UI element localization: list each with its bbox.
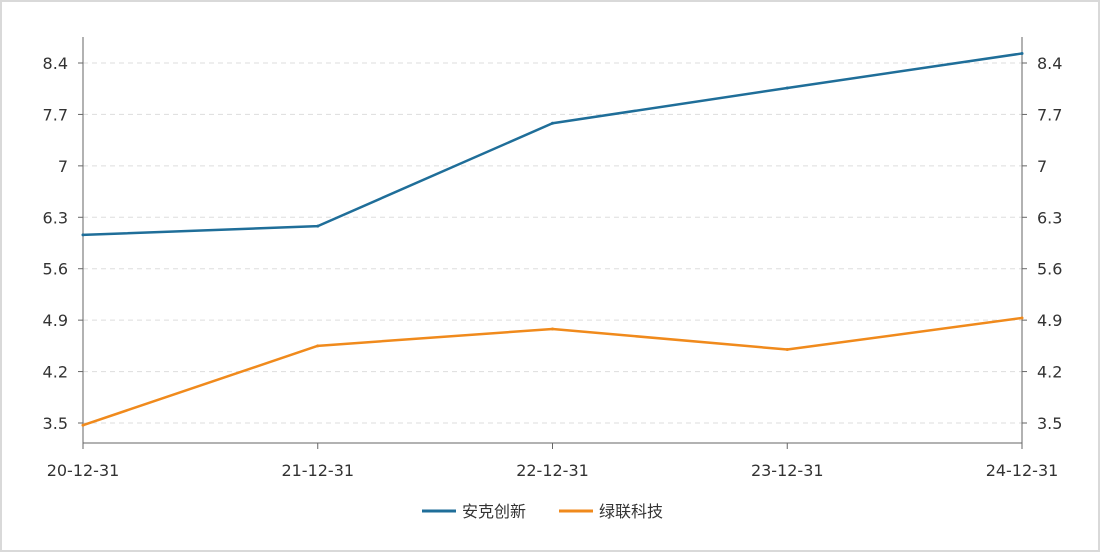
- data-point: [81, 233, 85, 237]
- data-point: [785, 86, 789, 90]
- left-y-tick-label: 4.9: [43, 311, 68, 330]
- series-line-1: [81, 52, 1024, 237]
- x-tick-label: 22-12-31: [516, 461, 589, 480]
- left-y-tick-label: 6.3: [43, 208, 68, 227]
- data-point: [316, 344, 320, 348]
- left-y-tick-label: 7.7: [43, 105, 68, 124]
- data-point: [81, 423, 85, 427]
- right-y-tick-label: 7: [1037, 157, 1047, 176]
- x-tick-label: 20-12-31: [47, 461, 120, 480]
- right-y-ticks: 3.5 4.2 4.9 5.6 6.3 7 7.7 8.4: [1022, 54, 1062, 433]
- axes: [82, 37, 1023, 444]
- right-y-tick-label: 7.7: [1037, 105, 1062, 124]
- x-tick-label: 24-12-31: [986, 461, 1059, 480]
- legend-label: 绿联科技: [599, 502, 663, 521]
- right-y-tick-label: 8.4: [1037, 54, 1062, 73]
- left-y-tick-label: 8.4: [43, 54, 68, 73]
- data-point: [551, 121, 554, 125]
- data-point: [1020, 316, 1024, 320]
- x-ticks: 20-12-31 21-12-31 22-12-31 23-12-31 24-12-31: [47, 443, 1059, 480]
- data-point: [1020, 51, 1024, 55]
- left-y-ticks: 3.5 4.2 4.9 5.6 6.3 7 7.7 8.4: [43, 54, 83, 433]
- legend[interactable]: 安克创新 绿联科技: [422, 502, 663, 521]
- grid-lines: [83, 62, 1022, 424]
- right-y-tick-label: 5.6: [1037, 260, 1062, 279]
- legend-item-2[interactable]: 绿联科技: [559, 502, 663, 521]
- left-y-tick-label: 4.2: [43, 363, 68, 382]
- series-lines: [81, 51, 1024, 427]
- data-point: [785, 348, 789, 352]
- data-point: [316, 224, 320, 228]
- legend-label: 安克创新: [462, 502, 526, 521]
- legend-item-1[interactable]: 安克创新: [422, 502, 526, 521]
- right-y-tick-label: 4.2: [1037, 363, 1062, 382]
- left-y-tick-label: 5.6: [43, 260, 68, 279]
- left-y-tick-label: 7: [58, 157, 68, 176]
- data-point: [551, 327, 554, 331]
- x-tick-label: 21-12-31: [281, 461, 354, 480]
- right-y-tick-label: 6.3: [1037, 208, 1062, 227]
- right-y-tick-label: 4.9: [1037, 311, 1062, 330]
- x-tick-label: 23-12-31: [751, 461, 824, 480]
- left-y-tick-label: 3.5: [43, 414, 68, 433]
- right-y-tick-label: 3.5: [1037, 414, 1062, 433]
